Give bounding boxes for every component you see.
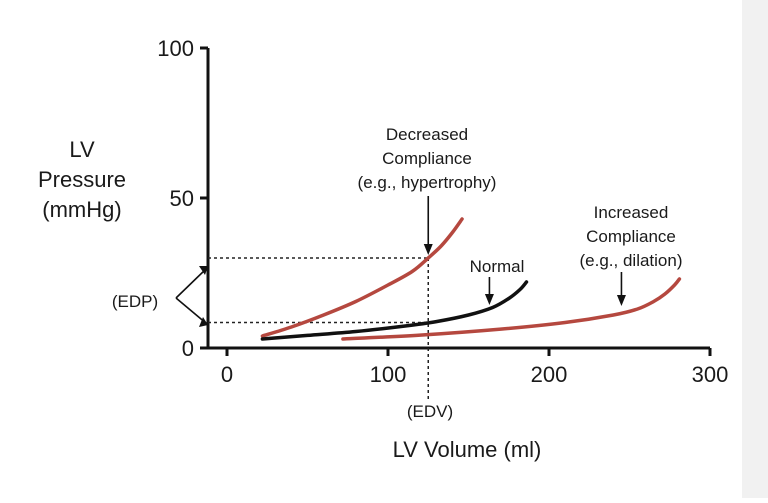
x-tick-label-300: 300	[692, 362, 729, 387]
y-axis-label-line-1: LV	[69, 137, 95, 162]
annotation-decreased-line-2: Compliance	[382, 149, 472, 168]
y-axis-label-line-2: Pressure	[38, 167, 126, 192]
increased-arrow-head	[616, 295, 626, 306]
series-line-increased-compliance	[341, 277, 682, 341]
annotation-normal: Normal	[470, 257, 525, 276]
annotation-decreased: Decreased Compliance (e.g., hypertrophy)	[358, 125, 497, 192]
x-tick-label-0: 0	[221, 362, 233, 387]
x-axis-label: LV Volume (ml)	[393, 437, 542, 462]
ticks: 0 50 100 0 100 200 300	[157, 36, 728, 387]
annotation-increased: Increased Compliance (e.g., dilation)	[580, 203, 683, 270]
axes	[206, 48, 710, 350]
x-tick-label-100: 100	[370, 362, 407, 387]
annotation-decreased-line-3: (e.g., hypertrophy)	[358, 173, 497, 192]
edp-bracket-lines	[175, 267, 208, 325]
edv-label: (EDV)	[407, 402, 453, 421]
y-tick-label-0: 0	[182, 336, 194, 361]
annotation-increased-line-1: Increased	[594, 203, 669, 222]
edp-bracket-arrow-high	[199, 266, 208, 275]
series-line-normal	[260, 280, 529, 341]
annotation-increased-line-2: Compliance	[586, 227, 676, 246]
pressure-volume-chart: 0 50 100 0 100 200 300 LV Pressure (mmHg) LV V…	[38, 36, 728, 462]
y-tick-label-100: 100	[157, 36, 194, 61]
edp-label: (EDP)	[112, 292, 158, 311]
edp-bracket-arrow-low	[199, 317, 208, 327]
curves	[260, 217, 682, 341]
decreased-arrow-head	[423, 244, 433, 255]
normal-arrow-head	[484, 294, 494, 305]
annotation-increased-line-3: (e.g., dilation)	[580, 251, 683, 270]
y-axis-label-line-3: (mmHg)	[42, 197, 121, 222]
x-tick-label-200: 200	[531, 362, 568, 387]
annotation-arrows	[175, 196, 626, 327]
y-tick-label-50: 50	[170, 186, 194, 211]
reference-lines	[208, 257, 429, 400]
annotation-decreased-line-1: Decreased	[386, 125, 468, 144]
y-axis-label: LV Pressure (mmHg)	[38, 137, 126, 222]
side-panel-edge	[742, 0, 768, 498]
series-line-decreased-compliance	[260, 217, 464, 338]
